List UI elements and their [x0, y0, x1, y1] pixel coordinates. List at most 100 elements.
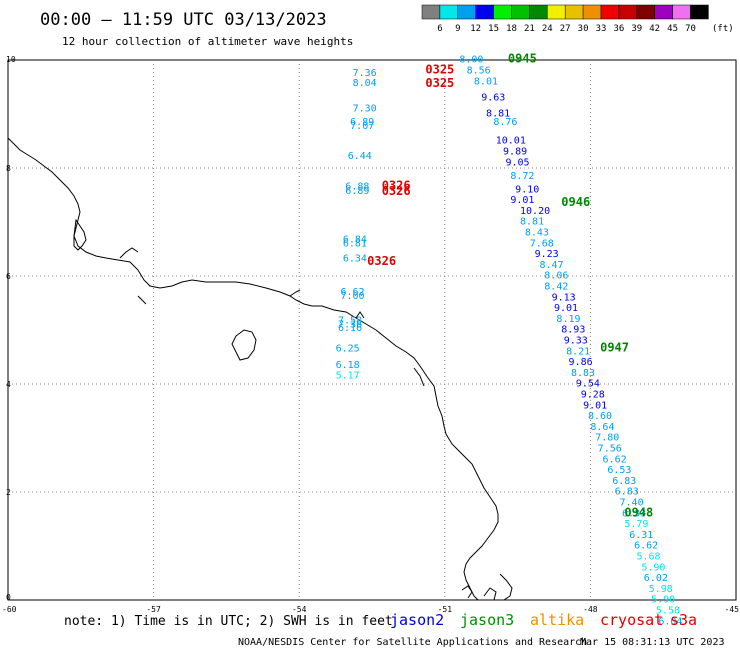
- wave-height-value: 8.04: [353, 78, 377, 89]
- colorbar-swatch: [600, 4, 620, 20]
- colorbar-label: 33: [596, 24, 607, 34]
- wave-height-value: 8.64: [590, 422, 614, 433]
- wave-height-value: 9.01: [583, 400, 607, 411]
- coastline: [7, 137, 513, 601]
- wave-height-value: 5.90: [641, 562, 665, 573]
- y-tick-label: 6: [6, 272, 11, 281]
- wave-height-value: 9.23: [535, 249, 559, 260]
- colorbar-label: 6: [437, 24, 442, 34]
- pass-time-label: 0325: [425, 63, 454, 77]
- wave-height-value: 6.02: [644, 573, 668, 584]
- wave-height-value: 7.68: [530, 238, 554, 249]
- satellite-legend-item: cryosat: [600, 611, 663, 629]
- footer-timestamp: Mar 15 08:31:13 UTC 2023: [580, 637, 725, 648]
- colorbar-swatch: [547, 4, 566, 20]
- y-tick-label: 10: [6, 55, 16, 64]
- wave-height-value: 5.58: [656, 606, 680, 617]
- wave-height-value: 8.72: [510, 171, 534, 182]
- colorbar-legend: 6 9 12 15 18 21 24 27 30 33 36 39 42 45 70: [421, 4, 709, 34]
- x-tick-label: -45: [725, 605, 740, 614]
- legend-note: note: 1) Time is in UTC; 2) SWH is in fe…: [64, 614, 393, 629]
- wave-height-value: 5.17: [336, 371, 360, 382]
- wave-height-value: 8.76: [493, 117, 517, 128]
- colorbar-label: 45: [667, 24, 678, 34]
- wave-height-value: 6.89: [350, 117, 374, 128]
- wave-height-value: 10.20: [520, 206, 550, 217]
- wave-height-value: 7.36: [353, 68, 377, 79]
- wave-height-value: 6.81: [343, 238, 367, 249]
- wave-height-value: 8.83: [571, 368, 595, 379]
- wave-height-value: 9.01: [510, 195, 534, 206]
- colorbar-swatch: [582, 4, 602, 20]
- colorbar-unit: (ft): [712, 24, 734, 34]
- wave-height-value: 6.25: [336, 344, 360, 355]
- wave-height-value: 9.63: [481, 93, 505, 104]
- colorbar-swatch: [511, 4, 530, 20]
- y-tick-label: 4: [6, 380, 11, 389]
- colorbar-swatch: [457, 4, 476, 20]
- x-tick-label: -51: [438, 605, 453, 614]
- colorbar-label: 70: [685, 24, 696, 34]
- y-tick-label: 2: [6, 488, 11, 497]
- wave-height-value: 9.13: [552, 292, 576, 303]
- wave-height-value: 8.00: [459, 55, 483, 66]
- satellite-legend-item: s3a: [670, 611, 697, 629]
- wave-height-value: 6.31: [629, 530, 653, 541]
- colorbar-swatch: [636, 4, 655, 20]
- colorbar-swatch: [421, 4, 441, 20]
- colorbar-label: 24: [542, 24, 553, 34]
- colorbar-swatch: [529, 4, 548, 20]
- wave-height-value: 9.01: [554, 303, 578, 314]
- wave-height-value: 7.30: [353, 103, 377, 114]
- axis-labels: -60 -57 -54 -51 -48 -45 0 2 4 6 8 10: [2, 55, 739, 614]
- wave-height-value: 8.93: [561, 325, 585, 336]
- wave-height-value: 5.98: [649, 584, 673, 595]
- wave-height-value: 9.33: [564, 336, 588, 347]
- colorbar-label: 18: [506, 24, 517, 34]
- colorbar-swatch: [672, 4, 691, 20]
- wave-height-value: 8.06: [544, 271, 568, 282]
- colorbar-swatch: [564, 4, 584, 20]
- wave-height-value: 6.83: [612, 476, 636, 487]
- footer-agency: NOAA/NESDIS Center for Satellite Applica…: [238, 637, 587, 648]
- wave-height-value: 10.01: [496, 136, 526, 147]
- satellite-legend-item: jason3: [460, 611, 514, 629]
- wave-height-value: 9.05: [505, 157, 529, 168]
- wave-height-value: 5.79: [624, 519, 648, 530]
- map-frame: [7, 59, 737, 601]
- satellite-legend-item: jason2: [390, 611, 444, 629]
- wave-height-value: 7.58: [338, 316, 362, 327]
- wave-height-value: 6.89: [345, 186, 369, 197]
- pass-time-label: 0946: [561, 195, 590, 209]
- map-subtitle: 12 hour collection of altimeter wave hei…: [62, 35, 353, 48]
- satellite-legend-item: altika: [530, 611, 584, 629]
- colorbar-swatch: [654, 4, 673, 20]
- wave-height-value: 6.62: [634, 541, 658, 552]
- colorbar-label: 15: [488, 24, 499, 34]
- colorbar-label: 39: [631, 24, 642, 34]
- wave-height-value: 6.84: [343, 235, 367, 246]
- wave-height-value: 8.21: [566, 346, 590, 357]
- wave-height-value: 7.56: [598, 444, 622, 455]
- wave-height-value: 7.80: [595, 433, 619, 444]
- colorbar-swatch: [618, 4, 638, 20]
- wave-height-value: 8.81: [486, 109, 510, 120]
- colorbar-swatch: [493, 4, 512, 20]
- colorbar-label: 12: [470, 24, 481, 34]
- wave-height-value: 6.88: [345, 182, 369, 193]
- island: [231, 329, 257, 361]
- wave-height-value: 6.04: [658, 616, 682, 627]
- x-tick-label: -60: [2, 605, 17, 614]
- pass-time-label: 0326: [382, 179, 411, 193]
- colorbar-swatch: [439, 4, 459, 20]
- wave-height-value: 7.07: [350, 121, 374, 132]
- wave-height-labels: 7.368.047.306.897.076.446.886.896.846.81…: [336, 52, 683, 628]
- map-title: 00:00 – 11:59 UTC 03/13/2023: [40, 10, 327, 30]
- pass-time-label: 0947: [600, 341, 629, 355]
- map-grid: [8, 60, 736, 600]
- wave-height-value: 6.16: [338, 323, 362, 334]
- wave-height-value: 9.10: [515, 184, 539, 195]
- wave-height-value: 8.43: [525, 228, 549, 239]
